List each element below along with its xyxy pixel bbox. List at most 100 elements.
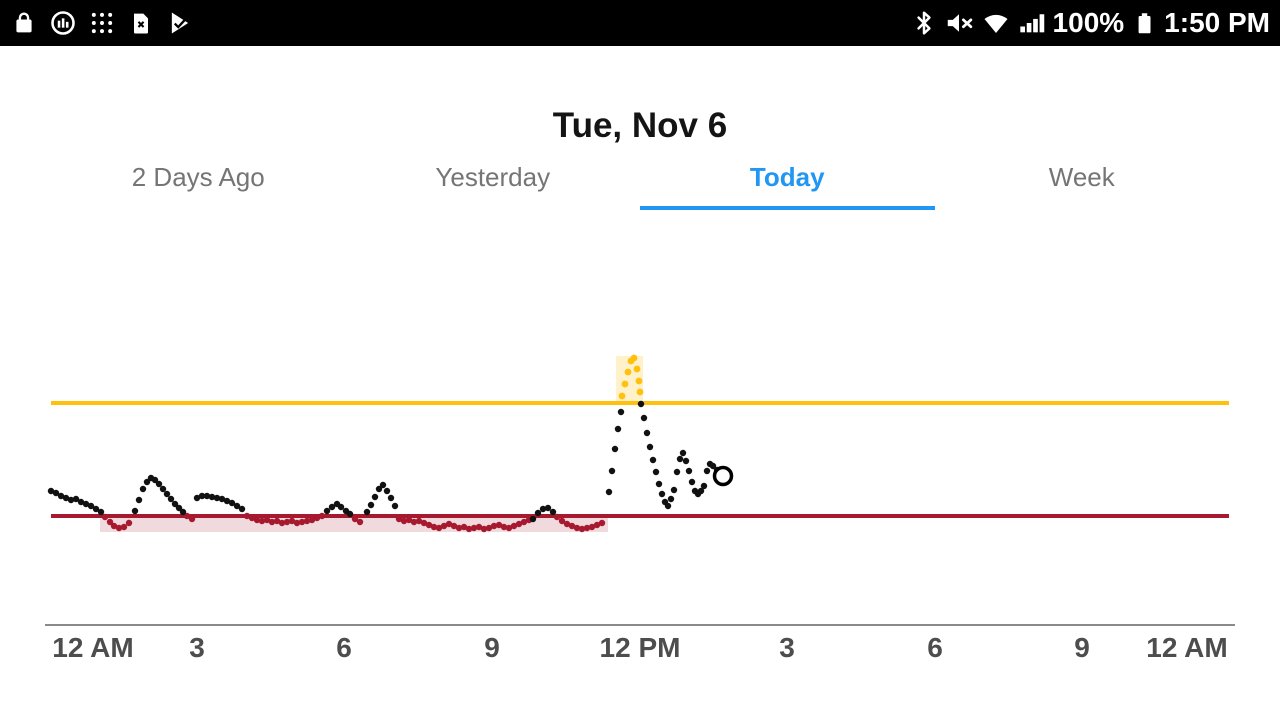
- glucose-in-range-dot: [82, 500, 90, 508]
- glucose-high-range-dot: [630, 354, 638, 362]
- glucose-in-range-dot: [135, 496, 143, 504]
- glucose-in-range-dot: [203, 492, 211, 500]
- glucose-in-range-dot: [549, 508, 557, 516]
- glucose-low-range-dot: [520, 518, 528, 526]
- shopping-bag-icon: [10, 9, 38, 37]
- glucose-in-range-dot: [697, 487, 705, 495]
- glucose-in-range-dot: [77, 498, 85, 506]
- glucose-low-range-dot: [578, 525, 586, 533]
- glucose-in-range-dot: [179, 508, 187, 516]
- glucose-low-range-dot: [400, 517, 408, 525]
- glucose-low-range-dot: [293, 519, 301, 527]
- glucose-in-range-dot: [337, 503, 345, 511]
- glucose-low-range-dot: [268, 518, 276, 526]
- glucose-in-range-dot: [62, 494, 70, 502]
- glucose-low-range-dot: [440, 522, 448, 530]
- glucose-low-range-dot: [243, 512, 251, 520]
- glucose-in-range-dot: [223, 497, 231, 505]
- glucose-low-range-dot: [273, 517, 281, 525]
- glucose-in-range-dot: [208, 493, 216, 501]
- play-update-icon: [166, 9, 194, 37]
- glucose-low-range-dot: [553, 513, 561, 521]
- glucose-low-range-dot: [450, 522, 458, 530]
- glucose-in-range-dot: [391, 502, 399, 510]
- glucose-low-range-dot: [420, 519, 428, 527]
- glucose-low-range-dot: [288, 517, 296, 525]
- glucose-low-range-dot: [500, 523, 508, 531]
- glucose-low-range-dot: [253, 516, 261, 524]
- tab-2-days-ago[interactable]: 2 Days Ago: [131, 162, 265, 192]
- battery-icon: [1131, 8, 1157, 38]
- glucose-in-range-dot: [346, 510, 354, 518]
- glucose-low-range-dot: [303, 517, 311, 525]
- current-reading-marker[interactable]: [712, 465, 734, 487]
- glucose-in-range-dot: [652, 468, 660, 476]
- glucose-in-range-dot: [529, 515, 537, 523]
- glucose-in-range-dot: [387, 494, 395, 502]
- glucose-in-range-dot: [97, 508, 105, 516]
- glucose-low-range-dot: [435, 524, 443, 532]
- glucose-in-range-dot: [673, 468, 681, 476]
- glucose-in-range-dot: [233, 502, 241, 510]
- data-usage-icon: [49, 9, 77, 37]
- tab-week[interactable]: Week: [1048, 162, 1115, 192]
- glucose-in-range-dot: [363, 508, 371, 516]
- glucose-low-range-dot: [430, 523, 438, 531]
- tab-today[interactable]: Today: [749, 162, 825, 192]
- glucose-low-range-dot: [106, 518, 114, 526]
- glucose-low-range-dot: [125, 519, 133, 527]
- glucose-in-range-dot: [649, 456, 657, 464]
- glucose-in-range-dot: [617, 408, 625, 416]
- glucose-low-range-dot: [495, 521, 503, 529]
- glucose-high-range-dot: [621, 380, 629, 388]
- glucose-in-range-dot: [688, 478, 696, 486]
- glucose-in-range-dot: [539, 505, 547, 513]
- glucose-low-range-dot: [510, 522, 518, 530]
- glucose-low-range-dot: [460, 523, 468, 531]
- glucose-in-range-dot: [703, 467, 711, 475]
- glucose-in-range-dot: [700, 482, 708, 490]
- glucose-low-range-dot: [263, 516, 271, 524]
- sim-alert-icon: [127, 9, 155, 37]
- glucose-in-range-dot: [605, 488, 613, 496]
- glucose-in-range-dot: [213, 494, 221, 502]
- page-title: Tue, Nov 6: [552, 106, 728, 145]
- glucose-in-range-dot: [685, 467, 693, 475]
- glucose-in-range-dot: [238, 505, 246, 513]
- tab-yesterday[interactable]: Yesterday: [435, 162, 551, 192]
- glucose-in-range-dot: [679, 449, 687, 457]
- glucose-low-range-dot: [425, 521, 433, 529]
- glucose-low-range-dot: [120, 523, 128, 531]
- glucose-in-range-dot: [371, 493, 379, 501]
- glucose-in-range-dot: [143, 478, 151, 486]
- glucose-high-range-dot: [635, 377, 643, 385]
- glucose-in-range-dot: [159, 485, 167, 493]
- wifi-icon: [981, 8, 1011, 38]
- glucose-in-range-dot: [637, 400, 645, 408]
- glucose-in-range-dot: [323, 507, 331, 515]
- glucose-in-range-dot: [670, 486, 678, 494]
- glucose-in-range-dot: [640, 414, 648, 422]
- glucose-in-range-dot: [72, 495, 80, 503]
- glucose-in-range-dot: [614, 425, 622, 433]
- glucose-low-range-dot: [395, 515, 403, 523]
- glucose-in-range-dot: [709, 462, 717, 470]
- glucose-low-range-dot: [445, 520, 453, 528]
- glucose-low-range-dot: [248, 514, 256, 522]
- glucose-in-range-dot: [67, 496, 75, 504]
- cell-signal-icon: [1018, 9, 1046, 37]
- glucose-low-range-dot: [573, 524, 581, 532]
- glucose-low-range-dot: [405, 516, 413, 524]
- glucose-low-range-dot: [563, 520, 571, 528]
- status-bar: 100% 1:50 PM: [0, 0, 1280, 46]
- glucose-in-range-dot: [646, 443, 654, 451]
- glucose-in-range-dot: [228, 499, 236, 507]
- glucose-in-range-dot: [611, 445, 619, 453]
- glucose-low-range-dot: [188, 515, 196, 523]
- glucose-in-range-dot: [534, 509, 542, 517]
- glucose-in-range-dot: [193, 494, 201, 502]
- glucose-in-range-dot: [198, 492, 206, 500]
- glucose-high-range-dot: [633, 365, 641, 373]
- glucose-low-range-dot: [485, 524, 493, 532]
